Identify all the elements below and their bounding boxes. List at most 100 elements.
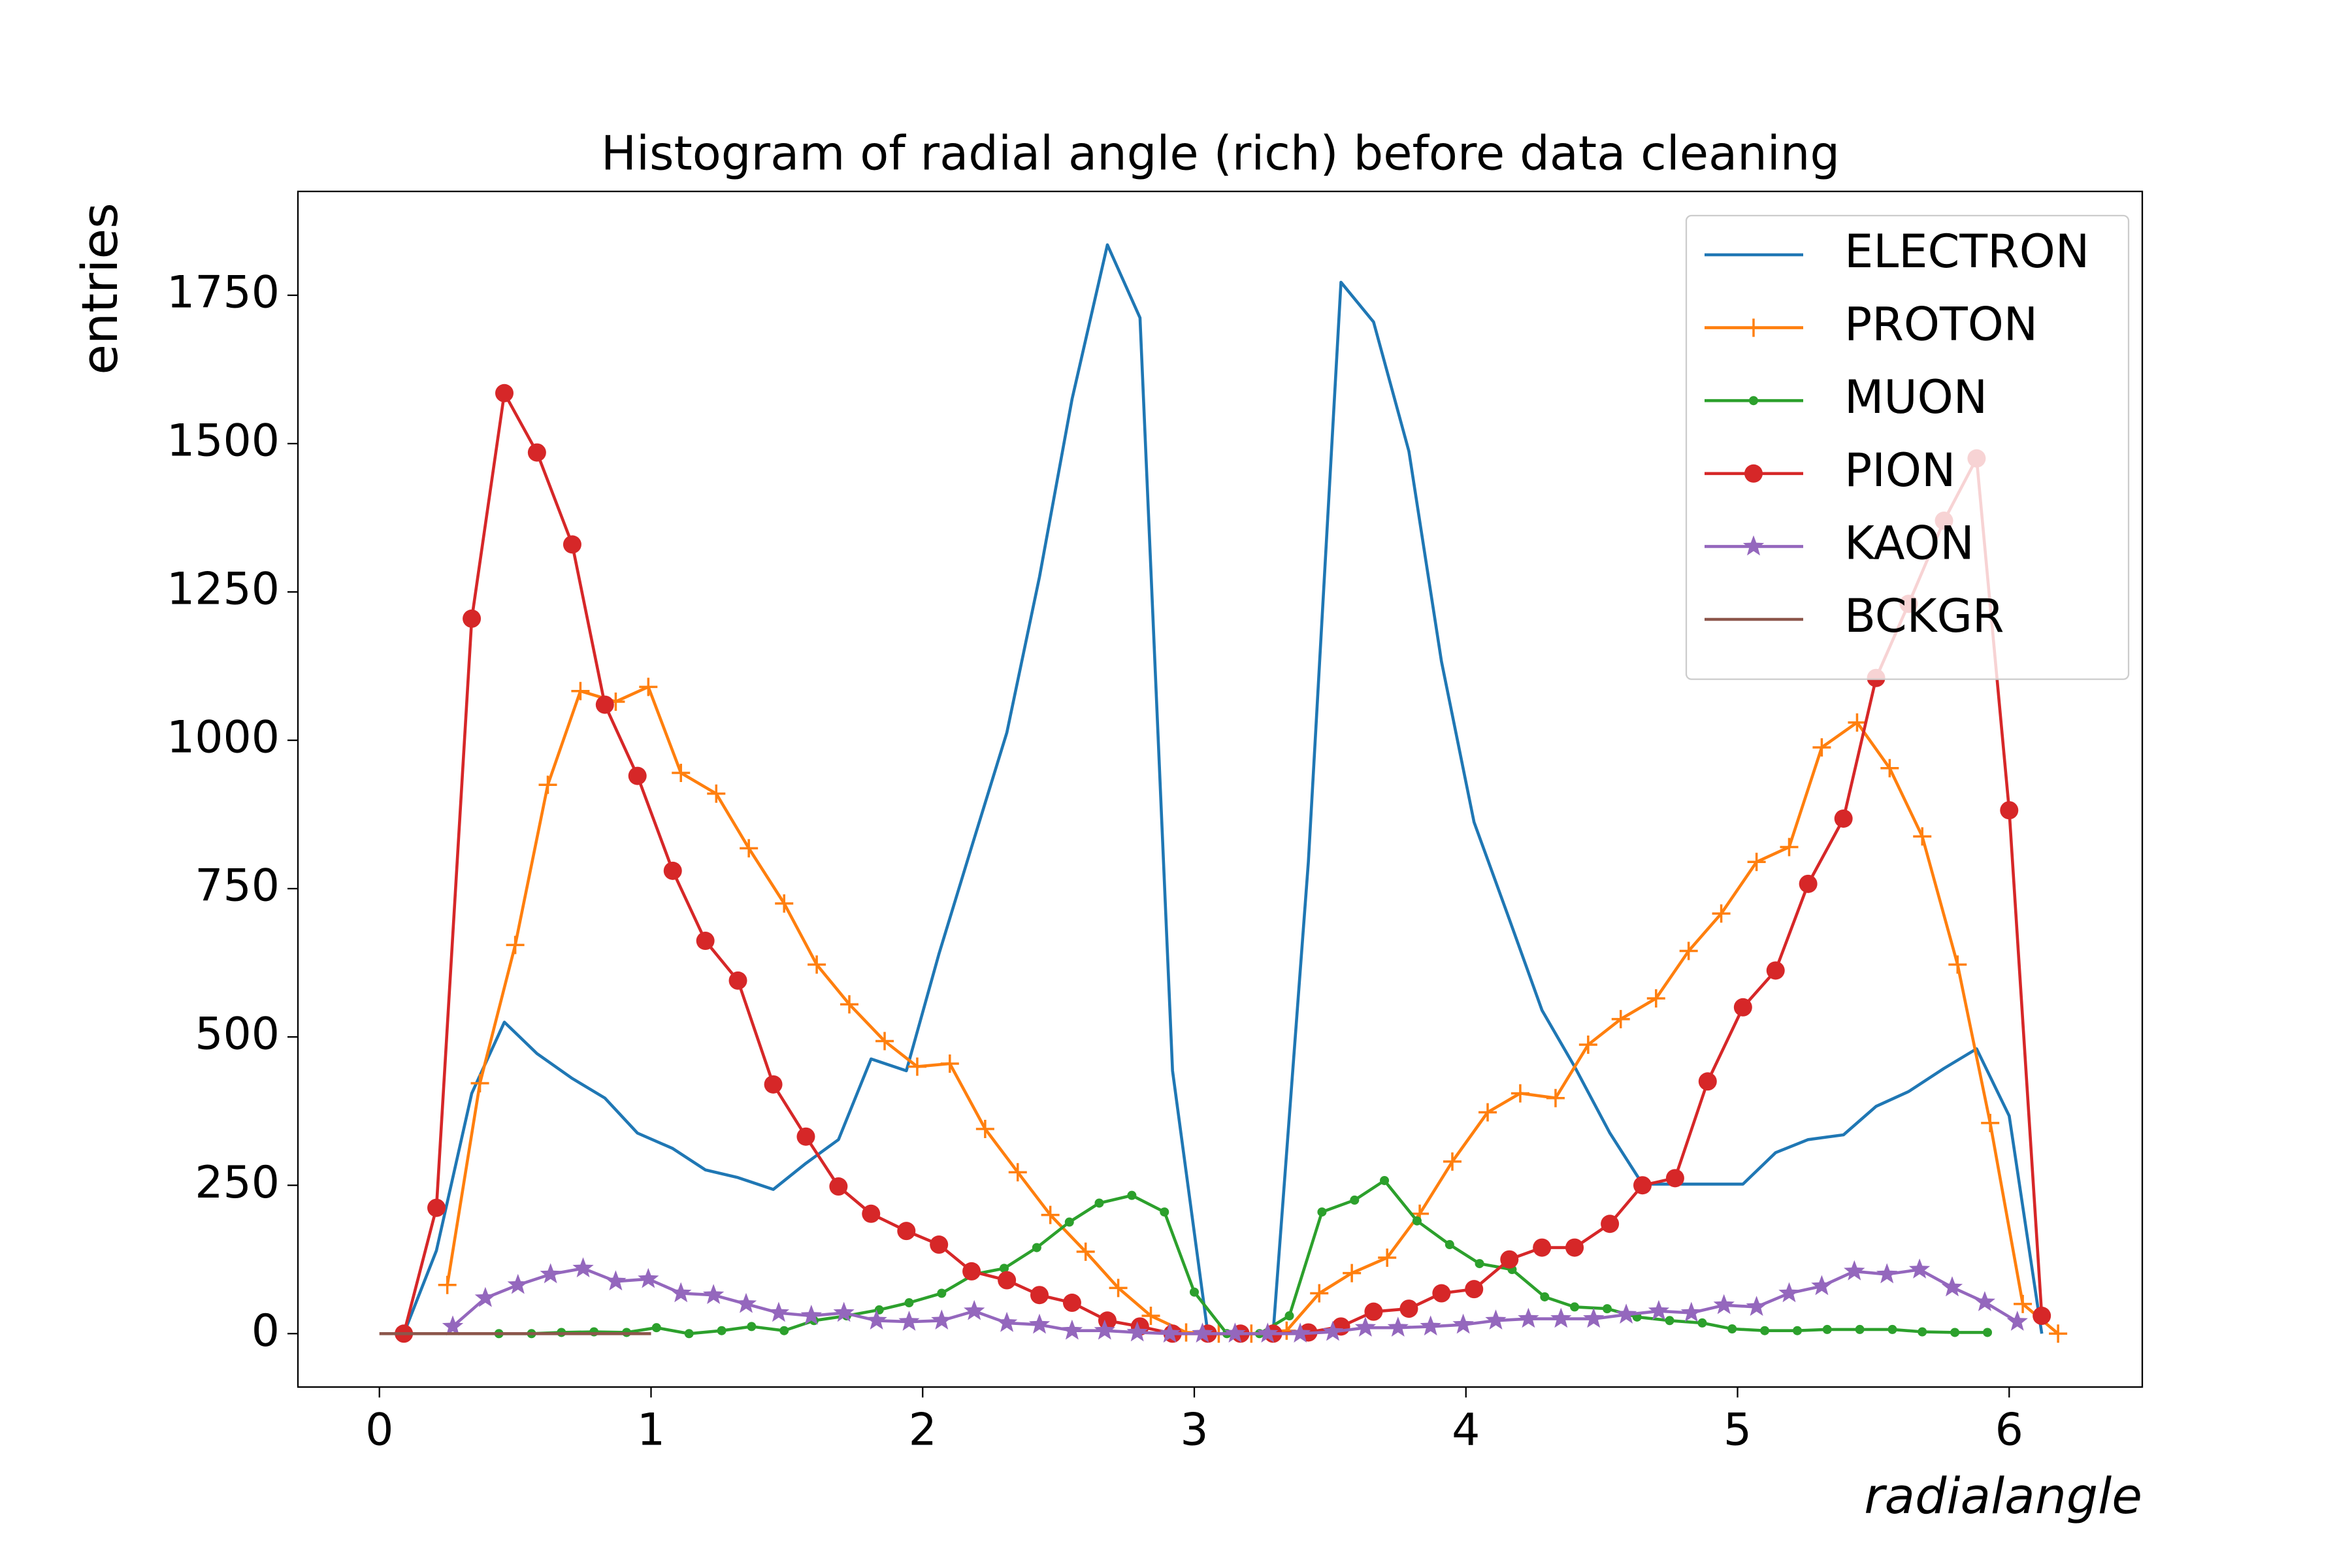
marker [1364,1302,1383,1321]
marker [862,1204,881,1223]
x-tick-label: 0 [365,1405,393,1456]
marker [796,1127,815,1146]
marker [1733,998,1752,1017]
marker [1540,1292,1550,1301]
marker [1983,1328,1993,1337]
marker [702,1284,725,1304]
marker [1615,1303,1637,1324]
marker [1918,1327,1927,1337]
marker [1698,1072,1717,1091]
marker [1746,1296,1767,1316]
marker [1126,1321,1148,1342]
marker [998,1271,1017,1290]
marker [684,1329,694,1339]
legend-label: BCKGR [1844,589,2004,643]
marker [595,695,614,714]
marker [717,1326,727,1335]
marker [507,1273,529,1294]
marker [1908,1258,1931,1279]
x-tick-label: 2 [909,1405,937,1456]
marker [1611,1009,1630,1028]
marker [768,1301,790,1322]
marker [940,1054,959,1073]
marker [1665,1169,1684,1188]
x-tick-label: 1 [637,1405,665,1456]
marker [996,1311,1018,1332]
marker [1747,853,1766,872]
marker [1633,1176,1652,1195]
y-tick-label: 0 [252,1305,280,1357]
marker [1354,1316,1377,1337]
marker [1855,1324,1865,1334]
marker [1948,955,1967,974]
marker [1679,941,1698,960]
marker [1061,1319,1083,1340]
marker [1799,874,1818,893]
marker [1518,1307,1539,1328]
marker [1141,1307,1160,1326]
marker [1224,1322,1246,1343]
marker [1443,1152,1462,1171]
marker [1159,1322,1181,1343]
marker [975,1119,994,1138]
marker [538,776,557,794]
marker [800,1305,822,1325]
marker [1445,1240,1454,1250]
marker [930,1235,949,1254]
marker [540,1263,561,1284]
marker [707,784,726,803]
x-tick-label: 6 [1995,1405,2023,1456]
marker [1792,1326,1802,1335]
y-tick-label: 250 [195,1157,280,1209]
y-tick-label: 1750 [167,267,280,318]
marker [1778,1282,1800,1303]
marker [651,1323,661,1333]
marker [696,932,715,951]
marker [1766,961,1785,980]
marker [2033,1307,2051,1326]
plot-frame [297,190,2144,1388]
marker [1648,1299,1670,1320]
marker [474,1286,496,1307]
marker [1578,1035,1597,1054]
marker [1420,1315,1441,1336]
y-axis-label: entries [71,203,129,374]
marker [875,1032,894,1051]
x-tick-label: 5 [1723,1405,1752,1456]
marker [1160,1207,1169,1217]
marker [1713,1294,1735,1315]
marker [1478,1103,1497,1122]
marker [931,1309,953,1330]
marker [1452,1313,1474,1334]
marker [427,1198,446,1217]
plot-area [379,243,2068,1343]
marker [2014,1294,2033,1313]
marker [438,1275,457,1294]
marker [672,764,691,783]
marker [1602,1304,1612,1314]
legend-label: KAON [1844,516,1974,570]
series-line [446,685,2059,1335]
marker [1500,1250,1519,1269]
series-line [498,1179,1987,1335]
marker [1109,1279,1128,1298]
legend-label: PION [1844,444,1955,497]
marker [1665,1316,1674,1326]
marker [1322,1320,1344,1341]
marker [1974,1291,1995,1311]
marker [840,995,858,1014]
marker [1380,1175,1390,1185]
legend-marker [1744,318,1763,337]
marker [1032,1243,1041,1252]
marker [1465,1280,1484,1299]
marker [1583,1307,1605,1328]
marker [1475,1259,1484,1269]
marker [808,955,826,974]
marker [1812,738,1831,757]
marker [1913,827,1932,846]
marker [1822,1324,1832,1334]
marker [1941,1276,1963,1297]
marker [907,1057,926,1076]
marker [1546,1088,1565,1107]
marker [937,1288,947,1298]
